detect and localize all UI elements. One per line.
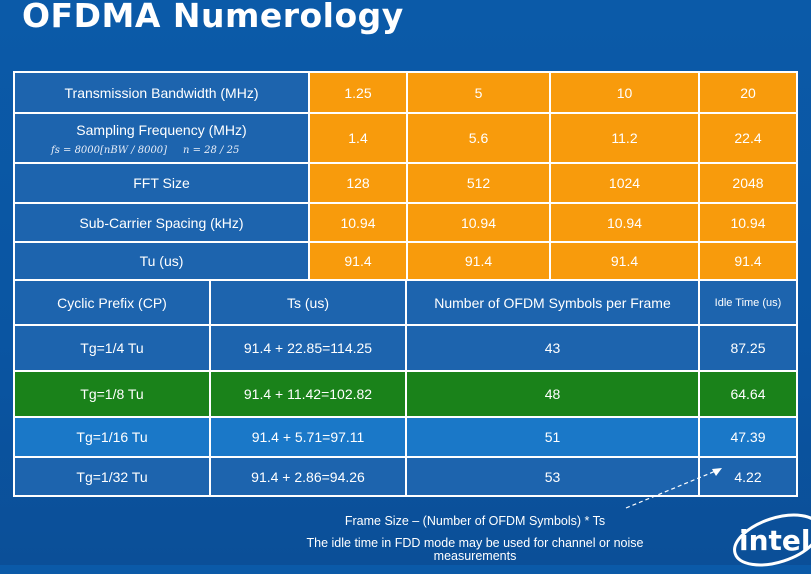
svg-text:intel: intel (739, 524, 811, 557)
value-cell: 10.94 (310, 204, 406, 241)
symbols-cell: 43 (407, 326, 698, 370)
cp-cell: Tg=1/4 Tu (15, 326, 209, 370)
symbols-cell: 48 (407, 372, 698, 416)
value-cell: 1.4 (310, 114, 406, 162)
value-cell: 10.94 (408, 204, 549, 241)
value-cell: 128 (310, 164, 406, 202)
cp-cell: Tg=1/32 Tu (15, 458, 209, 495)
cp-cell: Tg=1/16 Tu (15, 418, 209, 456)
value-cell: 11.2 (551, 114, 698, 162)
header-idle-time: Idle Time (us) (700, 281, 796, 324)
value-cell: 10.94 (700, 204, 796, 241)
value-cell: 91.4 (551, 243, 698, 279)
value-cell: 91.4 (310, 243, 406, 279)
value-cell: 10.94 (551, 204, 698, 241)
footer-line-3: measurements (433, 549, 517, 563)
cp-cell: Tg=1/8 Tu (15, 372, 209, 416)
ts-cell: 91.4 + 5.71=97.11 (211, 418, 405, 456)
symbols-cell: 51 (407, 418, 698, 456)
header-cyclic-prefix: Cyclic Prefix (CP) (15, 281, 209, 324)
row-label-subcarrier: Sub-Carrier Spacing (kHz) (15, 204, 308, 241)
value-cell: 5 (408, 73, 549, 112)
row-label-fft: FFT Size (15, 164, 308, 202)
sampling-formula: fs = 8000[nBW / 8000] n = 28 / 25 (51, 145, 240, 156)
idle-cell: 87.25 (700, 326, 796, 370)
sampling-label: Sampling Frequency (MHz) (76, 122, 247, 138)
row-label-sampling: Sampling Frequency (MHz) fs = 8000[nBW /… (15, 114, 308, 162)
value-cell: 91.4 (408, 243, 549, 279)
row-label-bandwidth: Transmission Bandwidth (MHz) (15, 73, 308, 112)
footer-line-2: The idle time in FDD mode may be used fo… (306, 536, 644, 550)
ts-cell: 91.4 + 22.85=114.25 (211, 326, 405, 370)
value-cell: 10 (551, 73, 698, 112)
row-label-tu: Tu (us) (15, 243, 308, 279)
value-cell: 1.25 (310, 73, 406, 112)
ts-cell: 91.4 + 2.86=94.26 (211, 458, 405, 495)
ts-cell: 91.4 + 11.42=102.82 (211, 372, 405, 416)
idle-cell: 47.39 (700, 418, 796, 456)
header-symbols-per-frame: Number of OFDM Symbols per Frame (407, 281, 698, 324)
page-title: OFDMA Numerology (22, 0, 404, 35)
value-cell: 1024 (551, 164, 698, 202)
value-cell: 5.6 (408, 114, 549, 162)
intel-logo: intel (733, 513, 811, 567)
idle-cell: 64.64 (700, 372, 796, 416)
header-ts: Ts (us) (211, 281, 405, 324)
value-cell: 91.4 (700, 243, 796, 279)
symbols-cell: 53 (407, 458, 698, 495)
value-cell: 512 (408, 164, 549, 202)
value-cell: 22.4 (700, 114, 796, 162)
value-cell: 20 (700, 73, 796, 112)
footer-line-1: Frame Size – (Number of OFDM Symbols) * … (344, 514, 606, 528)
numerology-table: Transmission Bandwidth (MHz) 1.25 5 10 2… (13, 71, 798, 497)
value-cell: 2048 (700, 164, 796, 202)
idle-cell: 4.22 (700, 458, 796, 495)
